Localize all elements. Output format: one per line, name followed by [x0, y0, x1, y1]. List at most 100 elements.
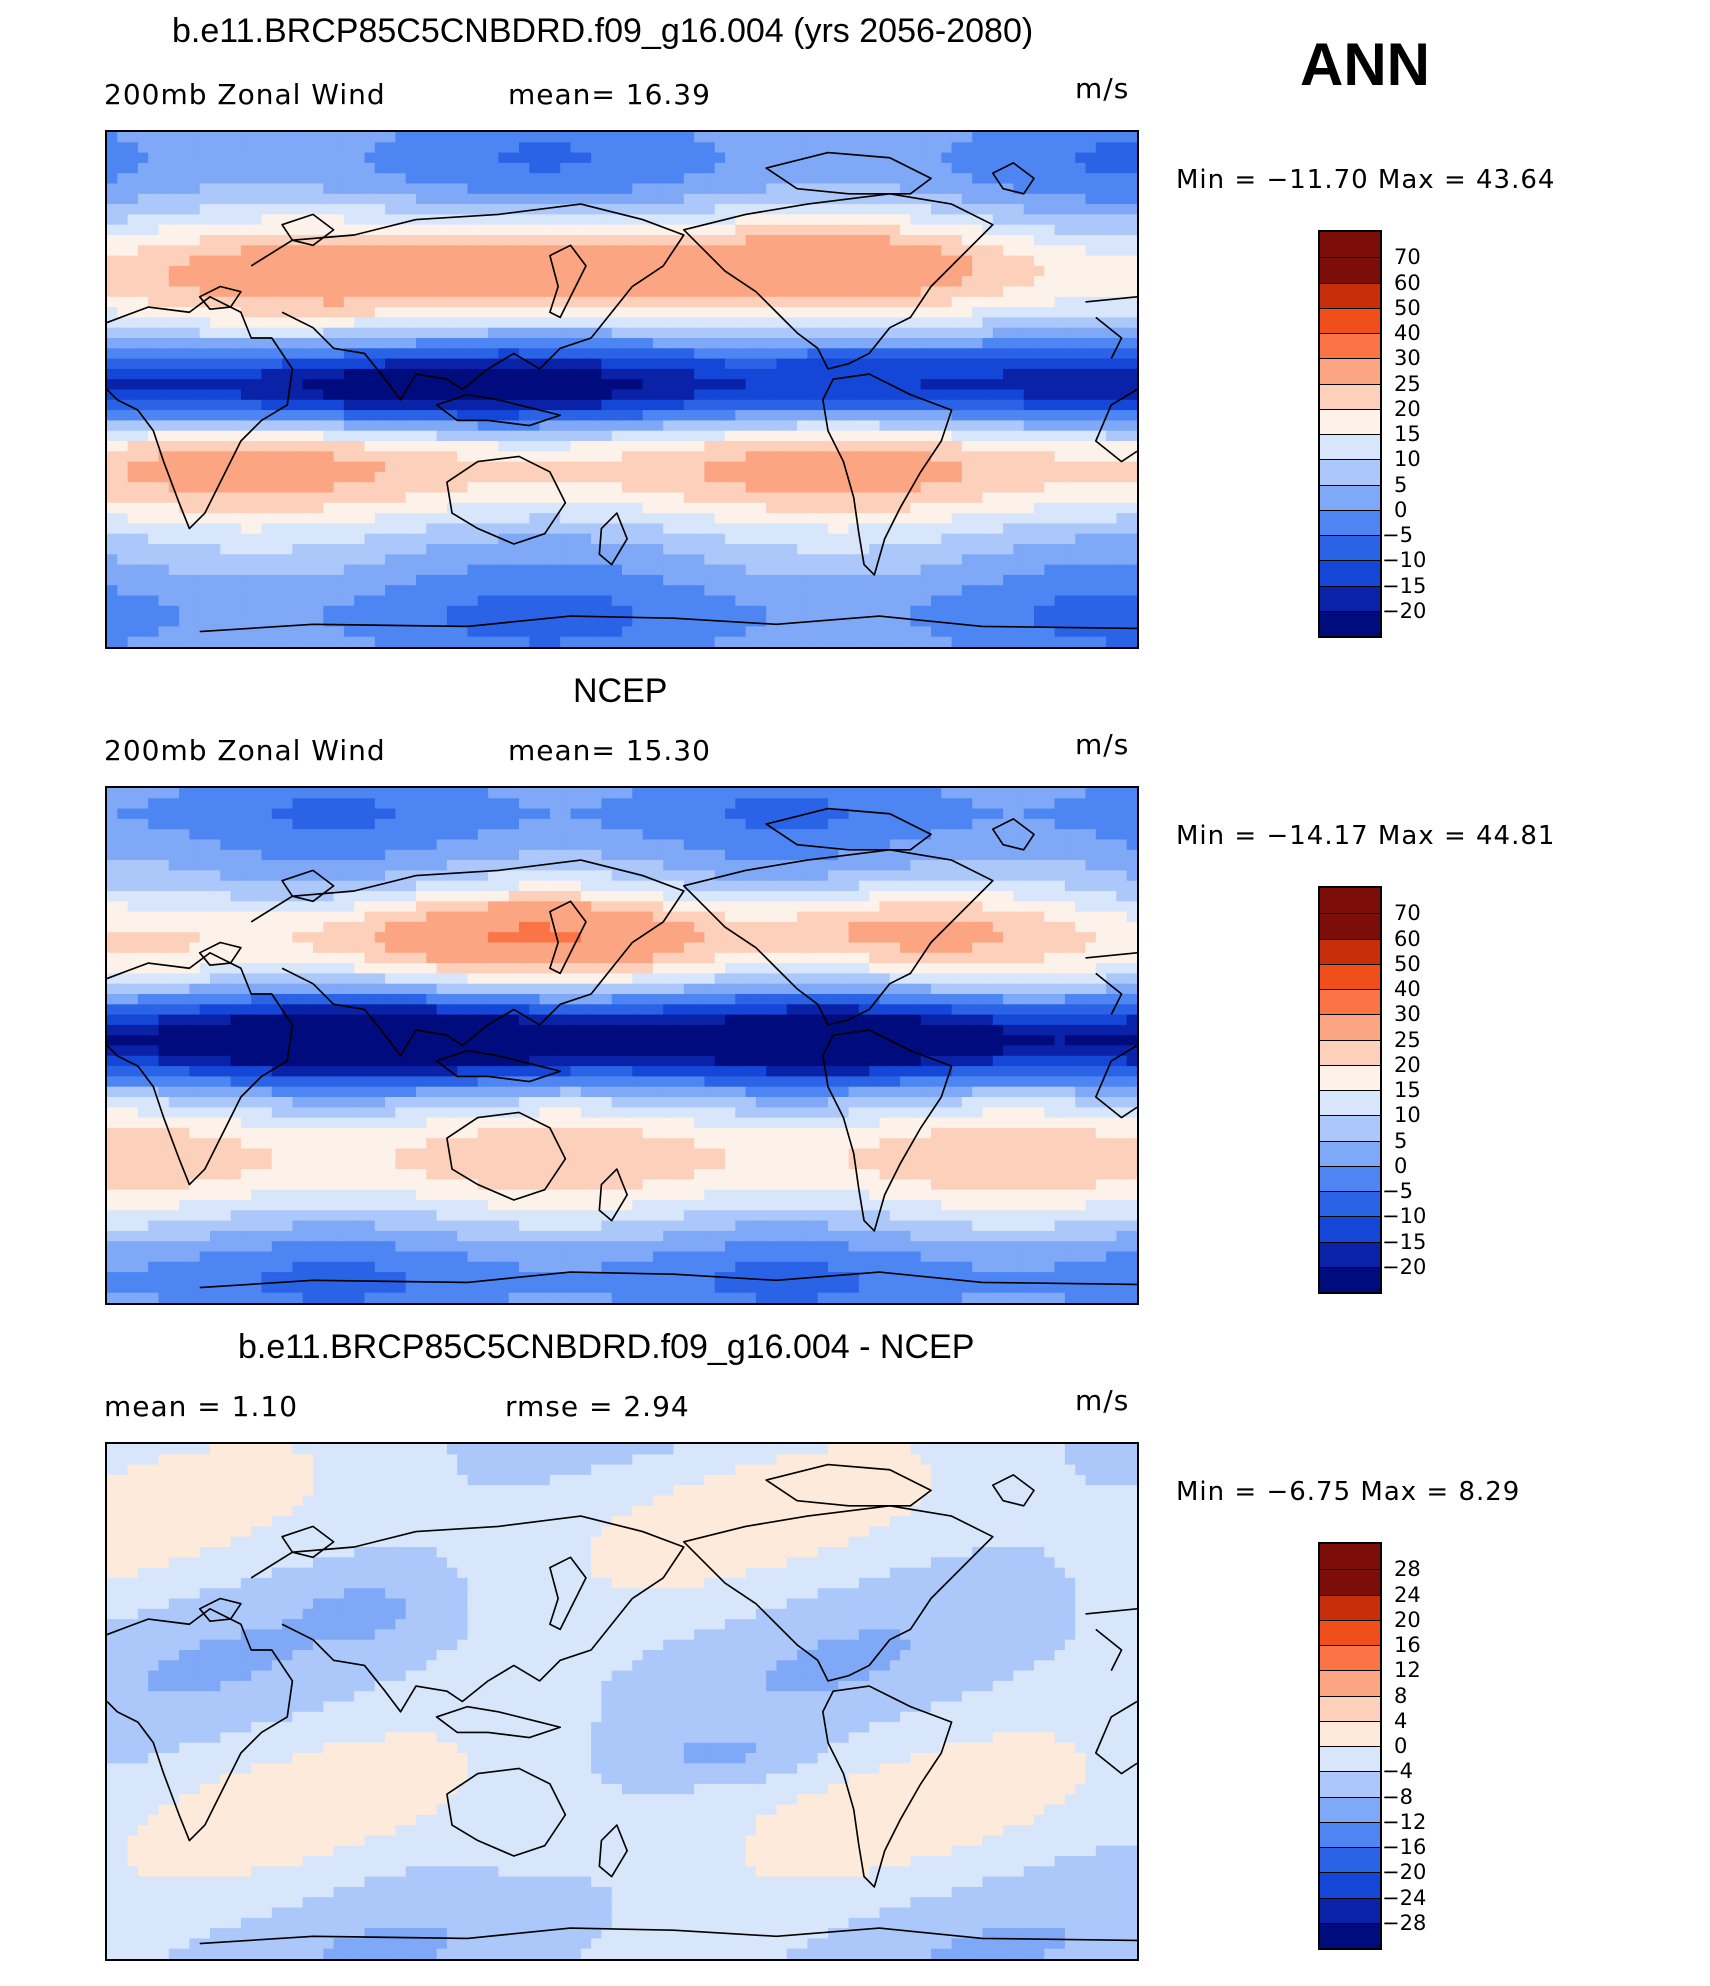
colorbar-segment: [1320, 1039, 1380, 1065]
panel-2-map: [105, 786, 1139, 1305]
panel-3-map: [105, 1442, 1139, 1961]
colorbar-label: −10: [1382, 548, 1427, 573]
colorbar-label: 4: [1394, 1708, 1408, 1733]
coastline: [682, 848, 994, 1026]
colorbar-segment: [1320, 1619, 1380, 1645]
colorbar-segment: [1320, 1670, 1380, 1696]
colorbar-segment: [1320, 1014, 1380, 1040]
coastline: [435, 393, 562, 427]
colorbar-label: −12: [1382, 1809, 1427, 1834]
panel-2-colorbar: [1318, 886, 1382, 1294]
panel-2-variable-label: 200mb Zonal Wind: [104, 734, 386, 767]
colorbar-label: 8: [1394, 1683, 1408, 1708]
colorbar-segment: [1320, 1569, 1380, 1595]
coastline: [281, 213, 335, 247]
colorbar-segment: [1320, 1720, 1380, 1746]
colorbar-segment: [1320, 459, 1380, 485]
colorbar-segment: [1320, 989, 1380, 1015]
colorbar-label: −15: [1382, 573, 1427, 598]
coastline: [281, 1525, 335, 1559]
colorbar-segment: [1320, 610, 1380, 636]
coastline: [250, 203, 685, 401]
colorbar-segment: [1320, 1115, 1380, 1141]
coastline: [199, 1271, 1137, 1289]
colorbar-label: 20: [1394, 1607, 1421, 1632]
coastline: [1094, 1700, 1137, 1775]
colorbar-label: 28: [1394, 1557, 1421, 1582]
colorbar-segment: [1320, 938, 1380, 964]
colorbar-segment: [1320, 1090, 1380, 1116]
colorbar-label: 12: [1394, 1658, 1421, 1683]
colorbar-segment: [1320, 1872, 1380, 1898]
colorbar-label: 30: [1394, 1002, 1421, 1027]
coastline: [598, 512, 628, 566]
coastline: [598, 1824, 628, 1878]
colorbar-segment: [1320, 963, 1380, 989]
colorbar-segment: [1320, 1165, 1380, 1191]
coastline: [765, 807, 932, 851]
colorbar-label: −24: [1382, 1885, 1427, 1910]
panel-1-minmax: Min = −11.70 Max = 43.64: [1176, 165, 1556, 195]
coastline: [435, 1049, 562, 1083]
panel-3-title: b.e11.BRCP85C5CNBDRD.f09_g16.004 - NCEP: [238, 1328, 975, 1366]
colorbar-segment: [1320, 1847, 1380, 1873]
coastline: [107, 951, 294, 1186]
colorbar-label: −5: [1382, 523, 1413, 547]
colorbar-segment: [1320, 383, 1380, 409]
coastline: [991, 1474, 1035, 1507]
colorbar-segment: [1320, 307, 1380, 333]
colorbar-label: 20: [1394, 1052, 1421, 1077]
coastline: [1085, 295, 1137, 359]
coastline: [198, 285, 242, 310]
colorbar-label: 30: [1394, 346, 1421, 371]
coastline: [549, 1556, 587, 1631]
coastline: [598, 1168, 628, 1222]
coastline: [765, 1463, 932, 1507]
panel-2-minmax: Min = −14.17 Max = 44.81: [1176, 821, 1556, 851]
colorbar-label: 0: [1394, 1734, 1408, 1758]
colorbar-label: −5: [1382, 1179, 1413, 1203]
colorbar-segment: [1320, 358, 1380, 384]
colorbar-segment: [1320, 1771, 1380, 1797]
panel-3-units-label: m/s: [1075, 1384, 1130, 1417]
coastline: [198, 1597, 242, 1622]
colorbar-label: 70: [1394, 245, 1421, 270]
colorbar-segment: [1320, 535, 1380, 561]
colorbar-label: 5: [1394, 472, 1408, 497]
colorbar-segment: [1320, 1746, 1380, 1772]
coastline: [549, 900, 587, 975]
coastline: [549, 244, 587, 319]
coastline: [250, 859, 685, 1057]
panel-3-contour-svg: [107, 1444, 1137, 1959]
colorbar-label: −28: [1382, 1910, 1427, 1935]
colorbar-label: 25: [1394, 1027, 1421, 1052]
colorbar-label: 40: [1394, 977, 1421, 1001]
colorbar-segment: [1320, 1821, 1380, 1847]
panel-3-colorbar: [1318, 1542, 1382, 1950]
colorbar-label: −8: [1382, 1784, 1413, 1809]
coastline: [435, 1705, 562, 1739]
colorbar-segment: [1320, 257, 1380, 283]
colorbar-label: 60: [1394, 270, 1421, 295]
panel-2-units-label: m/s: [1075, 728, 1130, 761]
colorbar-segment: [1320, 1695, 1380, 1721]
colorbar-label: 50: [1394, 951, 1421, 976]
colorbar-label: 70: [1394, 901, 1421, 926]
colorbar-segment: [1320, 434, 1380, 460]
colorbar-label: 25: [1394, 371, 1421, 396]
panel-1-variable-label: 200mb Zonal Wind: [104, 78, 386, 111]
colorbar-segment: [1320, 408, 1380, 434]
coastline: [1085, 951, 1137, 1015]
colorbar-segment: [1320, 232, 1380, 258]
colorbar-segment: [1320, 888, 1380, 914]
colorbar-segment: [1320, 1922, 1380, 1948]
colorbar-segment: [1320, 1140, 1380, 1166]
coastline: [682, 192, 994, 370]
colorbar-segment: [1320, 484, 1380, 510]
colorbar-segment: [1320, 913, 1380, 939]
colorbar-label: 24: [1394, 1582, 1421, 1607]
colorbar-segment: [1320, 1645, 1380, 1671]
colorbar-segment: [1320, 560, 1380, 586]
colorbar-label: 60: [1394, 926, 1421, 951]
colorbar-label: 16: [1394, 1633, 1421, 1657]
